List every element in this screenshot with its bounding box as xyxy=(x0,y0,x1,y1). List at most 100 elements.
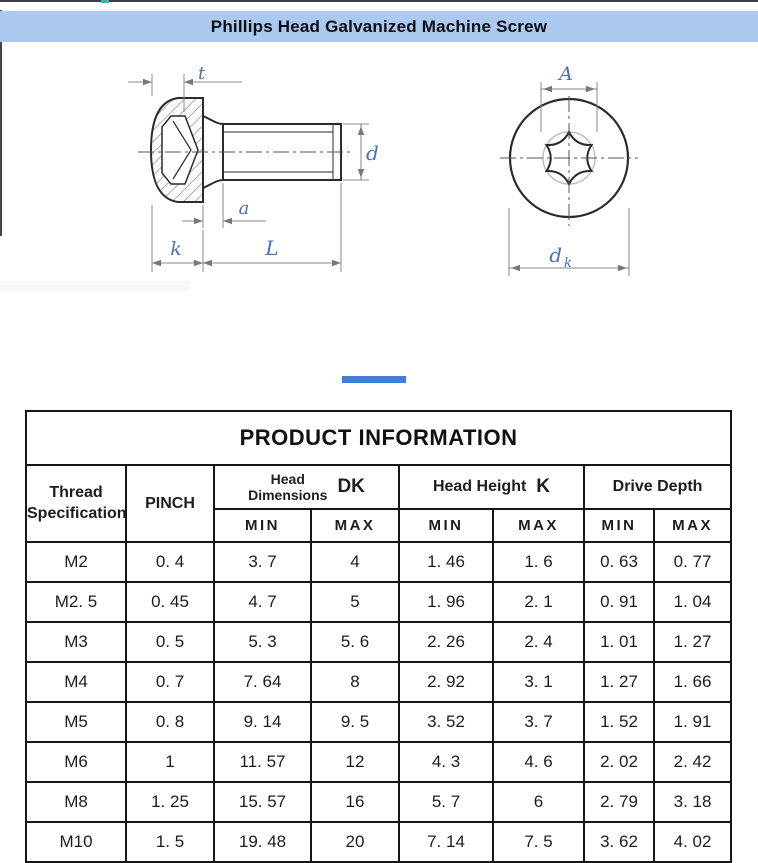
screw-side-view: t d a k L xyxy=(128,63,379,272)
label-dk-main: d xyxy=(549,243,562,267)
table-cell: 7. 14 xyxy=(398,821,494,863)
table-cell: 12 xyxy=(310,741,400,783)
table-cell: 4 xyxy=(310,541,400,583)
table-cell: 6 xyxy=(492,781,585,823)
cell-thread-spec: M3 xyxy=(25,621,127,663)
table-cell: 7. 5 xyxy=(492,821,585,863)
cell-thread-spec: M8 xyxy=(25,781,127,823)
table-cell: 0. 8 xyxy=(125,701,215,743)
head-height-code: K xyxy=(536,476,551,497)
table-cell: 3. 7 xyxy=(213,541,312,583)
subheader-dk-min: MIN xyxy=(213,508,312,543)
cell-thread-spec: M2 xyxy=(25,541,127,583)
table-group-header-row: Thread Specification PINCH Head Dimensio… xyxy=(25,464,733,543)
table-title: PRODUCT INFORMATION xyxy=(24,410,733,466)
teal-tick-artifact xyxy=(101,0,109,3)
table-cell: 3. 1 xyxy=(492,661,585,703)
table-cell: 1. 96 xyxy=(398,581,494,623)
cell-thread-spec: M5 xyxy=(25,701,127,743)
table-row: M3 0. 5 5. 3 5. 6 2. 26 2. 4 1. 01 1. 27 xyxy=(25,621,733,663)
top-border-artifact xyxy=(0,0,758,2)
table-cell: 19. 48 xyxy=(213,821,312,863)
page-title: Phillips Head Galvanized Machine Screw xyxy=(210,16,548,36)
dimension-dk xyxy=(508,208,630,276)
table-cell: 1. 91 xyxy=(652,701,733,743)
table-cell: 1. 27 xyxy=(583,661,655,703)
table-cell: 1. 27 xyxy=(652,621,733,663)
dimension-k-L xyxy=(151,183,342,272)
table-cell: 0. 77 xyxy=(652,541,733,583)
subheader-dk-max: MAX xyxy=(310,508,400,543)
table-cell: 2. 1 xyxy=(492,581,585,623)
cell-thread-spec: M4 xyxy=(25,661,127,703)
table-cell: 11. 57 xyxy=(213,741,312,783)
screw-top-view: A d k xyxy=(500,63,638,276)
table-cell: 0. 4 xyxy=(125,541,215,583)
table-cell: 5. 3 xyxy=(213,621,312,663)
table-cell: 4. 3 xyxy=(398,741,494,783)
label-dk: d xyxy=(549,243,562,267)
head-height-label: Head Height xyxy=(432,478,527,495)
table-cell: 1. 46 xyxy=(398,541,494,583)
table-cell: 0. 91 xyxy=(583,581,655,623)
head-dimensions-line2: Dimensions xyxy=(248,487,328,503)
table-cell: 5 xyxy=(310,581,400,623)
table-cell: 3. 62 xyxy=(583,821,655,863)
table-title-row: PRODUCT INFORMATION xyxy=(24,410,733,466)
table-row: M10 1. 5 19. 48 20 7. 14 7. 5 3. 62 4. 0… xyxy=(25,821,733,863)
table-cell: 1. 6 xyxy=(492,541,585,583)
label-d: d xyxy=(366,141,379,165)
table-cell: 1. 66 xyxy=(652,661,733,703)
table-cell: 1 xyxy=(125,741,215,783)
table-cell: 4. 6 xyxy=(492,741,585,783)
title-banner: Phillips Head Galvanized Machine Screw xyxy=(0,11,758,42)
blue-divider-dash xyxy=(342,376,406,383)
table-cell: 0. 5 xyxy=(125,621,215,663)
table-cell: 8 xyxy=(310,661,400,703)
head-dimensions-code: DK xyxy=(337,476,365,497)
table-cell: 1. 5 xyxy=(125,821,215,863)
table-cell: 4. 7 xyxy=(213,581,312,623)
label-a: a xyxy=(239,198,250,219)
neck-fillets xyxy=(202,115,224,189)
table-row: M6 1 11. 57 12 4. 3 4. 6 2. 02 2. 42 xyxy=(25,741,733,783)
left-border-artifact xyxy=(0,10,2,236)
dimension-a xyxy=(182,183,266,228)
table-cell: 5. 7 xyxy=(398,781,494,823)
table-cell: 1. 52 xyxy=(583,701,655,743)
table-cell: 20 xyxy=(310,821,400,863)
label-dk-sub: k xyxy=(564,256,572,271)
thread-line2: Specification xyxy=(27,504,127,522)
table-cell: 1. 04 xyxy=(652,581,733,623)
table-row: M5 0. 8 9. 14 9. 5 3. 52 3. 7 1. 52 1. 9… xyxy=(25,701,733,743)
col-header-drive-depth: Drive Depth xyxy=(582,464,733,510)
cell-thread-spec: M2. 5 xyxy=(25,581,127,623)
label-t: t xyxy=(198,63,206,84)
table-cell: 3. 7 xyxy=(492,701,585,743)
table-cell: 4. 02 xyxy=(652,821,733,863)
table-cell: 0. 45 xyxy=(125,581,215,623)
subheader-k-max: MAX xyxy=(492,508,585,543)
table-row: M4 0. 7 7. 64 8 2. 92 3. 1 1. 27 1. 66 xyxy=(25,661,733,703)
table-cell: 0. 63 xyxy=(583,541,655,583)
table-cell: 2. 92 xyxy=(398,661,494,703)
col-header-thread-specification: Thread Specification xyxy=(25,464,127,543)
thread-line1: Thread xyxy=(49,483,103,501)
subheader-dd-min: MIN xyxy=(583,508,655,543)
table-cell: 5. 6 xyxy=(310,621,400,663)
table-cell: 3. 18 xyxy=(652,781,733,823)
head-dimensions-line1: Head xyxy=(270,470,305,487)
product-information-table: PRODUCT INFORMATION Thread Specification… xyxy=(24,410,733,863)
table-cell: 1. 25 xyxy=(125,781,215,823)
subheader-dd-max: MAX xyxy=(652,508,733,543)
technical-drawing: t d a k L xyxy=(128,63,638,276)
table-cell: 9. 5 xyxy=(310,701,400,743)
table-cell: 3. 52 xyxy=(398,701,494,743)
label-A: A xyxy=(557,63,573,85)
col-header-head-height: Head Height K xyxy=(398,464,585,510)
table-row: M8 1. 25 15. 57 16 5. 7 6 2. 79 3. 18 xyxy=(25,781,733,823)
cell-thread-spec: M6 xyxy=(25,741,127,783)
recess-chevron xyxy=(172,120,192,180)
table-cell: 2. 79 xyxy=(583,781,655,823)
